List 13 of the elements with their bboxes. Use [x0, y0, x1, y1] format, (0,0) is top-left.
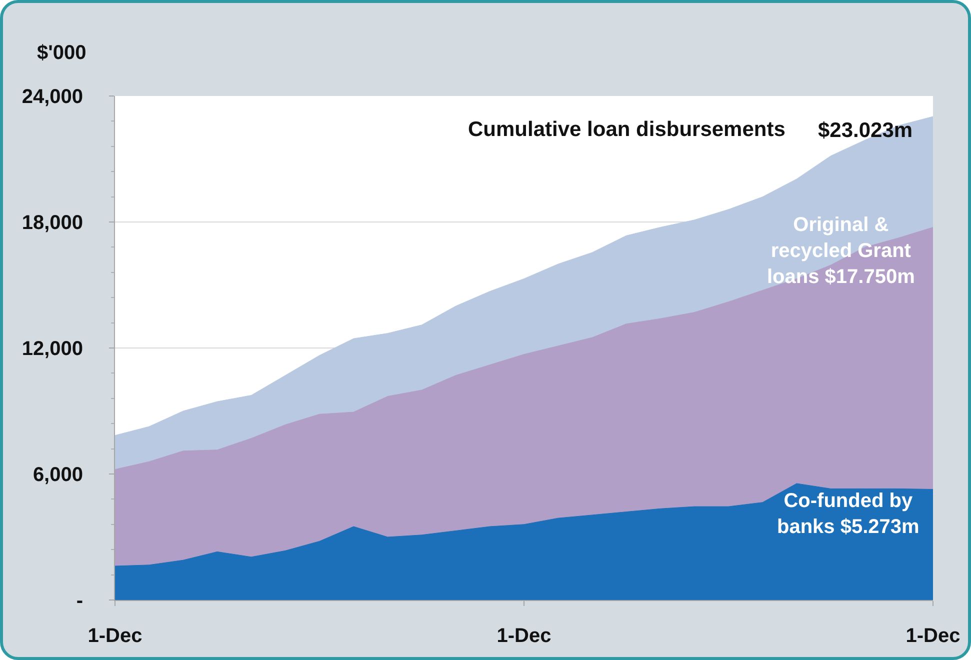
x-tick-label: 1-Dec	[906, 625, 960, 647]
series-label: Co-funded by banks $5.273m	[777, 490, 920, 538]
y-tick-label: 24,000	[22, 86, 83, 108]
annotation: $23.023m	[818, 119, 913, 142]
y-tick-label: 6,000	[32, 464, 83, 486]
y-axis-title: $'000	[37, 42, 86, 64]
series-label: Original & recycled Grant loans $17.750m	[767, 214, 915, 288]
series-label: Cumulative loan disbursements	[468, 118, 786, 141]
y-tick-label: 12,000	[22, 338, 83, 360]
y-tick-label: -	[76, 590, 83, 612]
x-tick-label: 1-Dec	[88, 625, 142, 647]
y-tick-label: 18,000	[22, 212, 83, 234]
x-tick-label: 1-Dec	[496, 625, 552, 647]
